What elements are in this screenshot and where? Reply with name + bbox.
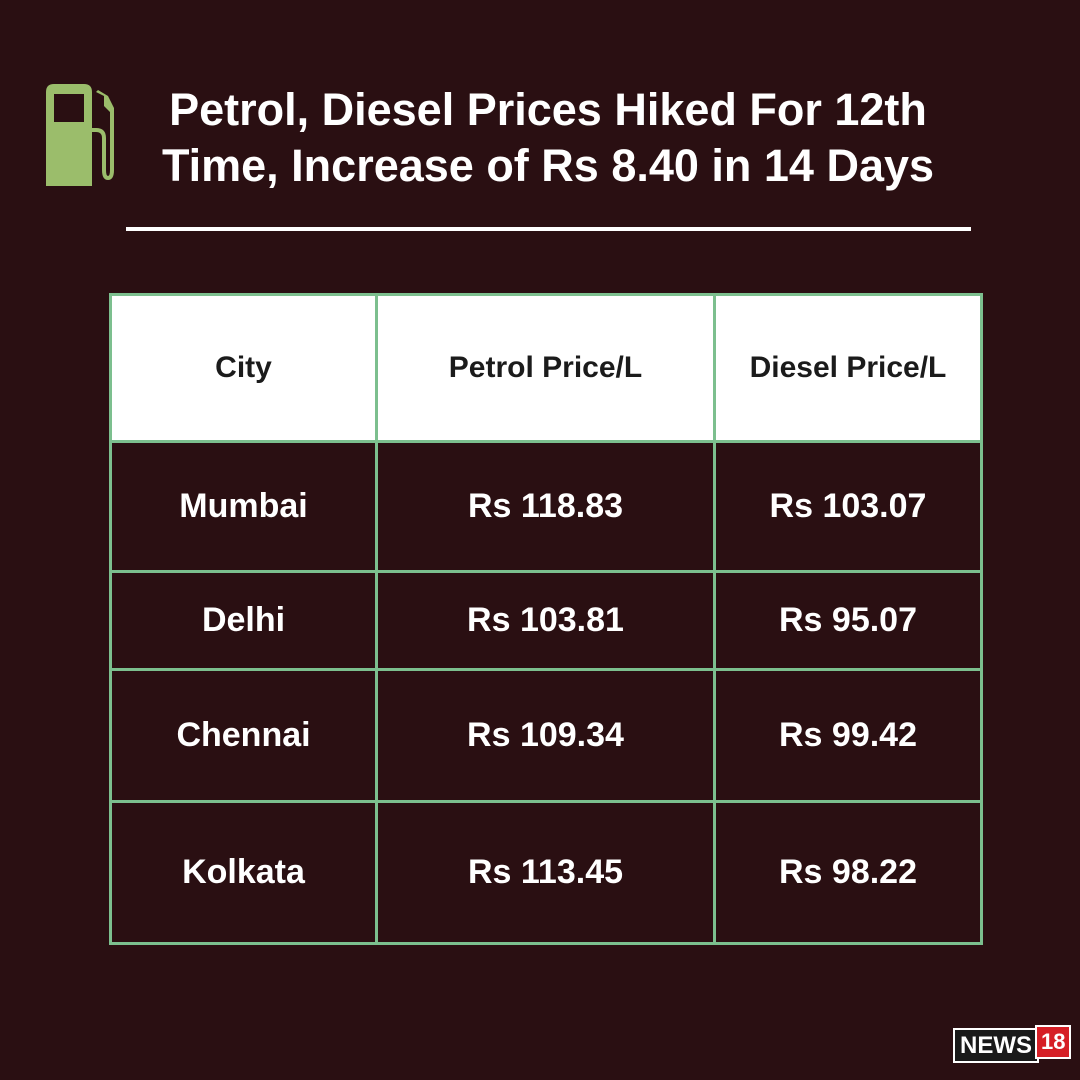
header-cell: Diesel Price/L <box>713 293 983 443</box>
data-row: Chennai Rs 109.34 Rs 99.42 <box>109 668 983 803</box>
cell: Delhi <box>109 570 378 671</box>
price-table: City Petrol Price/L Diesel Price/L Mumbai Rs… <box>109 293 983 945</box>
cell: Rs 113.45 <box>375 800 716 945</box>
cell: Rs 98.22 <box>713 800 983 945</box>
cell: Rs 118.83 <box>375 440 716 573</box>
cell: Mumbai <box>109 440 378 573</box>
title-line: Time, Increase of Rs 8.40 in 14 Days <box>161 140 935 191</box>
divider <box>126 227 971 231</box>
header-cell: Petrol Price/L <box>375 293 716 443</box>
cell: Rs 109.34 <box>375 668 716 803</box>
logo-number: 18 <box>1035 1025 1072 1059</box>
title: Petrol, Diesel Prices Hiked For 12th Tim… <box>130 82 966 194</box>
cell: Chennai <box>109 668 378 803</box>
fuel-pump-icon <box>46 84 114 186</box>
data-row: Kolkata Rs 113.45 Rs 98.22 <box>109 800 983 945</box>
header-row: City Petrol Price/L Diesel Price/L <box>109 293 983 443</box>
logo-name: NEWS <box>953 1028 1039 1063</box>
cell: Rs 99.42 <box>713 668 983 803</box>
cell: Rs 103.07 <box>713 440 983 573</box>
title-line: Petrol, Diesel Prices Hiked For 12th <box>169 84 927 135</box>
cell: Rs 103.81 <box>375 570 716 671</box>
cell: Kolkata <box>109 800 378 945</box>
header-cell: City <box>109 293 378 443</box>
data-row: Delhi Rs 103.81 Rs 95.07 <box>109 570 983 671</box>
cell: Rs 95.07 <box>713 570 983 671</box>
logo: NEWS 18 <box>953 1025 1072 1063</box>
data-row: Mumbai Rs 118.83 Rs 103.07 <box>109 440 983 573</box>
